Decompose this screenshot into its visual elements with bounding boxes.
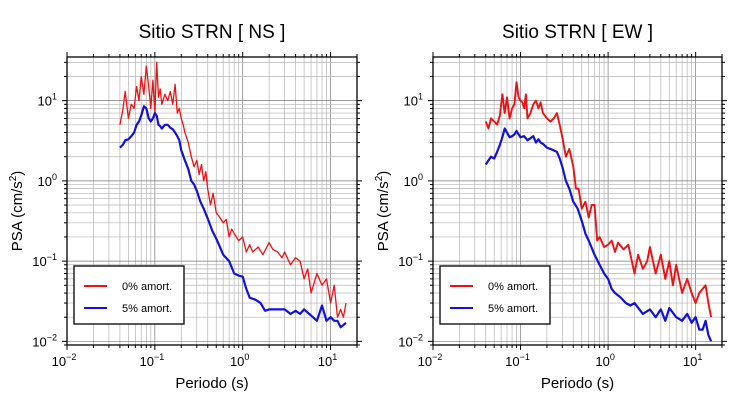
y-tick-label-exp: −1 (47, 252, 57, 262)
x-tick-label-exp: −1 (154, 352, 164, 362)
y-tick-label-exp: −2 (47, 332, 57, 342)
x-tick-label-exp: −2 (432, 352, 442, 362)
series-line-amort-0 (119, 61, 347, 318)
y-tick-label: 10−1 (398, 252, 423, 269)
y-tick-label-base: 10 (38, 94, 52, 109)
legend-label: 5% amort. (122, 303, 172, 315)
y-axis-label-exp: 2 (8, 175, 19, 181)
y-tick-label-base: 10 (32, 334, 46, 349)
x-tick-label-exp: 1 (332, 352, 337, 362)
x-axis-label: Periodo (s) (175, 375, 248, 392)
y-axis-label-close: ) (9, 171, 26, 176)
series-line-amort-0 (484, 81, 713, 318)
y-tick-label-exp: 0 (418, 172, 423, 182)
x-tick-label-exp: 0 (244, 352, 249, 362)
y-tick-label: 101 (38, 92, 57, 109)
y-tick-label-exp: 0 (52, 172, 57, 182)
x-tick-label: 101 (318, 352, 337, 369)
legend-label: 5% amort. (488, 303, 538, 315)
legend-box (73, 265, 185, 325)
x-tick-label-base: 10 (505, 354, 519, 369)
y-tick-label: 100 (404, 172, 423, 189)
series-line-amort-5 (119, 105, 347, 329)
x-tick-label-base: 10 (595, 354, 609, 369)
x-tick-label-base: 10 (52, 354, 66, 369)
x-tick-label: 10−2 (52, 352, 77, 369)
series-group (484, 81, 713, 342)
x-tick-label-base: 10 (139, 354, 153, 369)
x-tick-label-exp: −1 (520, 352, 530, 362)
x-tick-label: 10−1 (139, 352, 164, 369)
x-tick-label: 101 (683, 352, 702, 369)
y-tick-label-exp: 1 (418, 92, 423, 102)
y-tick-label: 10−1 (32, 252, 57, 269)
y-tick-label-base: 10 (404, 174, 418, 189)
y-axis-label-close: ) (375, 171, 392, 176)
chart-title: Sitio STRN [ NS ] (139, 22, 286, 43)
y-tick-label: 10−2 (32, 332, 57, 349)
y-tick-label-exp: −2 (413, 332, 423, 342)
x-tick-label-exp: 1 (697, 352, 702, 362)
y-axis-label: PSA (cm/s2) (8, 171, 26, 252)
y-axis-label-exp: 2 (374, 175, 385, 181)
y-tick-label: 101 (404, 92, 423, 109)
y-tick-label: 100 (38, 172, 57, 189)
y-tick-label-base: 10 (398, 334, 412, 349)
y-tick-label-base: 10 (38, 174, 52, 189)
y-tick-label-base: 10 (32, 254, 46, 269)
grid-lines (66, 57, 358, 346)
x-tick-label: 100 (595, 352, 614, 369)
y-tick-label-exp: 1 (52, 92, 57, 102)
x-tick-label: 10−2 (418, 352, 443, 369)
x-tick-label-base: 10 (418, 354, 432, 369)
y-tick-label-base: 10 (398, 254, 412, 269)
legend: 0% amort. 5% amort. (439, 265, 551, 325)
x-tick-label-base: 10 (230, 354, 244, 369)
plot-frame (432, 56, 723, 346)
x-tick-label-exp: −2 (66, 352, 76, 362)
legend-label: 0% amort. (488, 281, 538, 293)
y-tick-label-base: 10 (404, 94, 418, 109)
x-tick-label: 100 (230, 352, 249, 369)
y-axis-label-base: PSA (cm/s (9, 181, 26, 251)
y-axis-label: PSA (cm/s2) (374, 171, 392, 252)
series-line-amort-5 (484, 127, 713, 342)
legend-box (439, 265, 551, 325)
y-tick-label-exp: −1 (413, 252, 423, 262)
legend: 0% amort. 5% amort. (73, 265, 185, 325)
x-tick-label-base: 10 (318, 354, 332, 369)
series-group (119, 61, 347, 329)
chart-title: Sitio STRN [ EW ] (502, 22, 653, 43)
x-tick-label-base: 10 (683, 354, 697, 369)
y-axis-label-base: PSA (cm/s (375, 181, 392, 251)
x-tick-label-exp: 0 (610, 352, 615, 362)
plot-frame (66, 56, 358, 346)
x-axis-label: Periodo (s) (541, 375, 614, 392)
y-tick-label: 10−2 (398, 332, 423, 349)
legend-label: 0% amort. (122, 281, 172, 293)
x-tick-label: 10−1 (505, 352, 530, 369)
